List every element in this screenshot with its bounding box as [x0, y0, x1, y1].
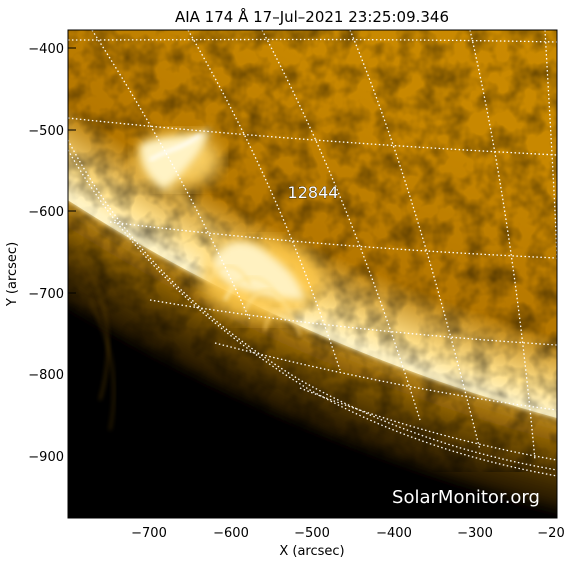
active-region-lower [202, 240, 322, 336]
image-title: AIA 174 Å 17–Jul–2021 23:25:09.346 [175, 7, 449, 26]
active-region-label: 12844 [288, 183, 339, 202]
y-tick-label: −900 [28, 450, 64, 465]
x-axis-ticks [148, 510, 558, 518]
active-region-upper [136, 128, 220, 190]
y-tick-label: −500 [28, 124, 64, 139]
x-tick-label: −700 [131, 526, 167, 541]
x-tick-label: −300 [457, 526, 493, 541]
y-tick-label: −400 [28, 42, 64, 57]
x-tick-label: −600 [213, 526, 249, 541]
x-tick-label: −400 [376, 526, 412, 541]
y-tick-label: −600 [28, 205, 64, 220]
y-axis-ticks [68, 47, 76, 457]
heliographic-grid [68, 30, 557, 477]
x-axis-label: X (arcsec) [279, 544, 344, 559]
x-tick-label: −20 [537, 526, 564, 541]
watermark: SolarMonitor.org [392, 487, 540, 508]
y-tick-label: −800 [28, 368, 64, 383]
y-axis-label: Y (arcsec) [5, 242, 20, 307]
y-tick-label: −700 [28, 287, 64, 302]
x-tick-label: −500 [294, 526, 330, 541]
